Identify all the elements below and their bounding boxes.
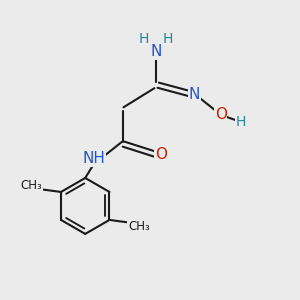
Text: NH: NH (82, 151, 106, 166)
Text: H: H (139, 32, 149, 46)
Text: O: O (215, 107, 227, 122)
Text: H: H (236, 115, 247, 129)
Text: N: N (150, 44, 162, 59)
Text: CH₃: CH₃ (21, 179, 42, 192)
Text: CH₃: CH₃ (128, 220, 150, 233)
Text: H: H (163, 32, 173, 46)
Text: N: N (188, 87, 200, 102)
Text: O: O (155, 147, 167, 162)
